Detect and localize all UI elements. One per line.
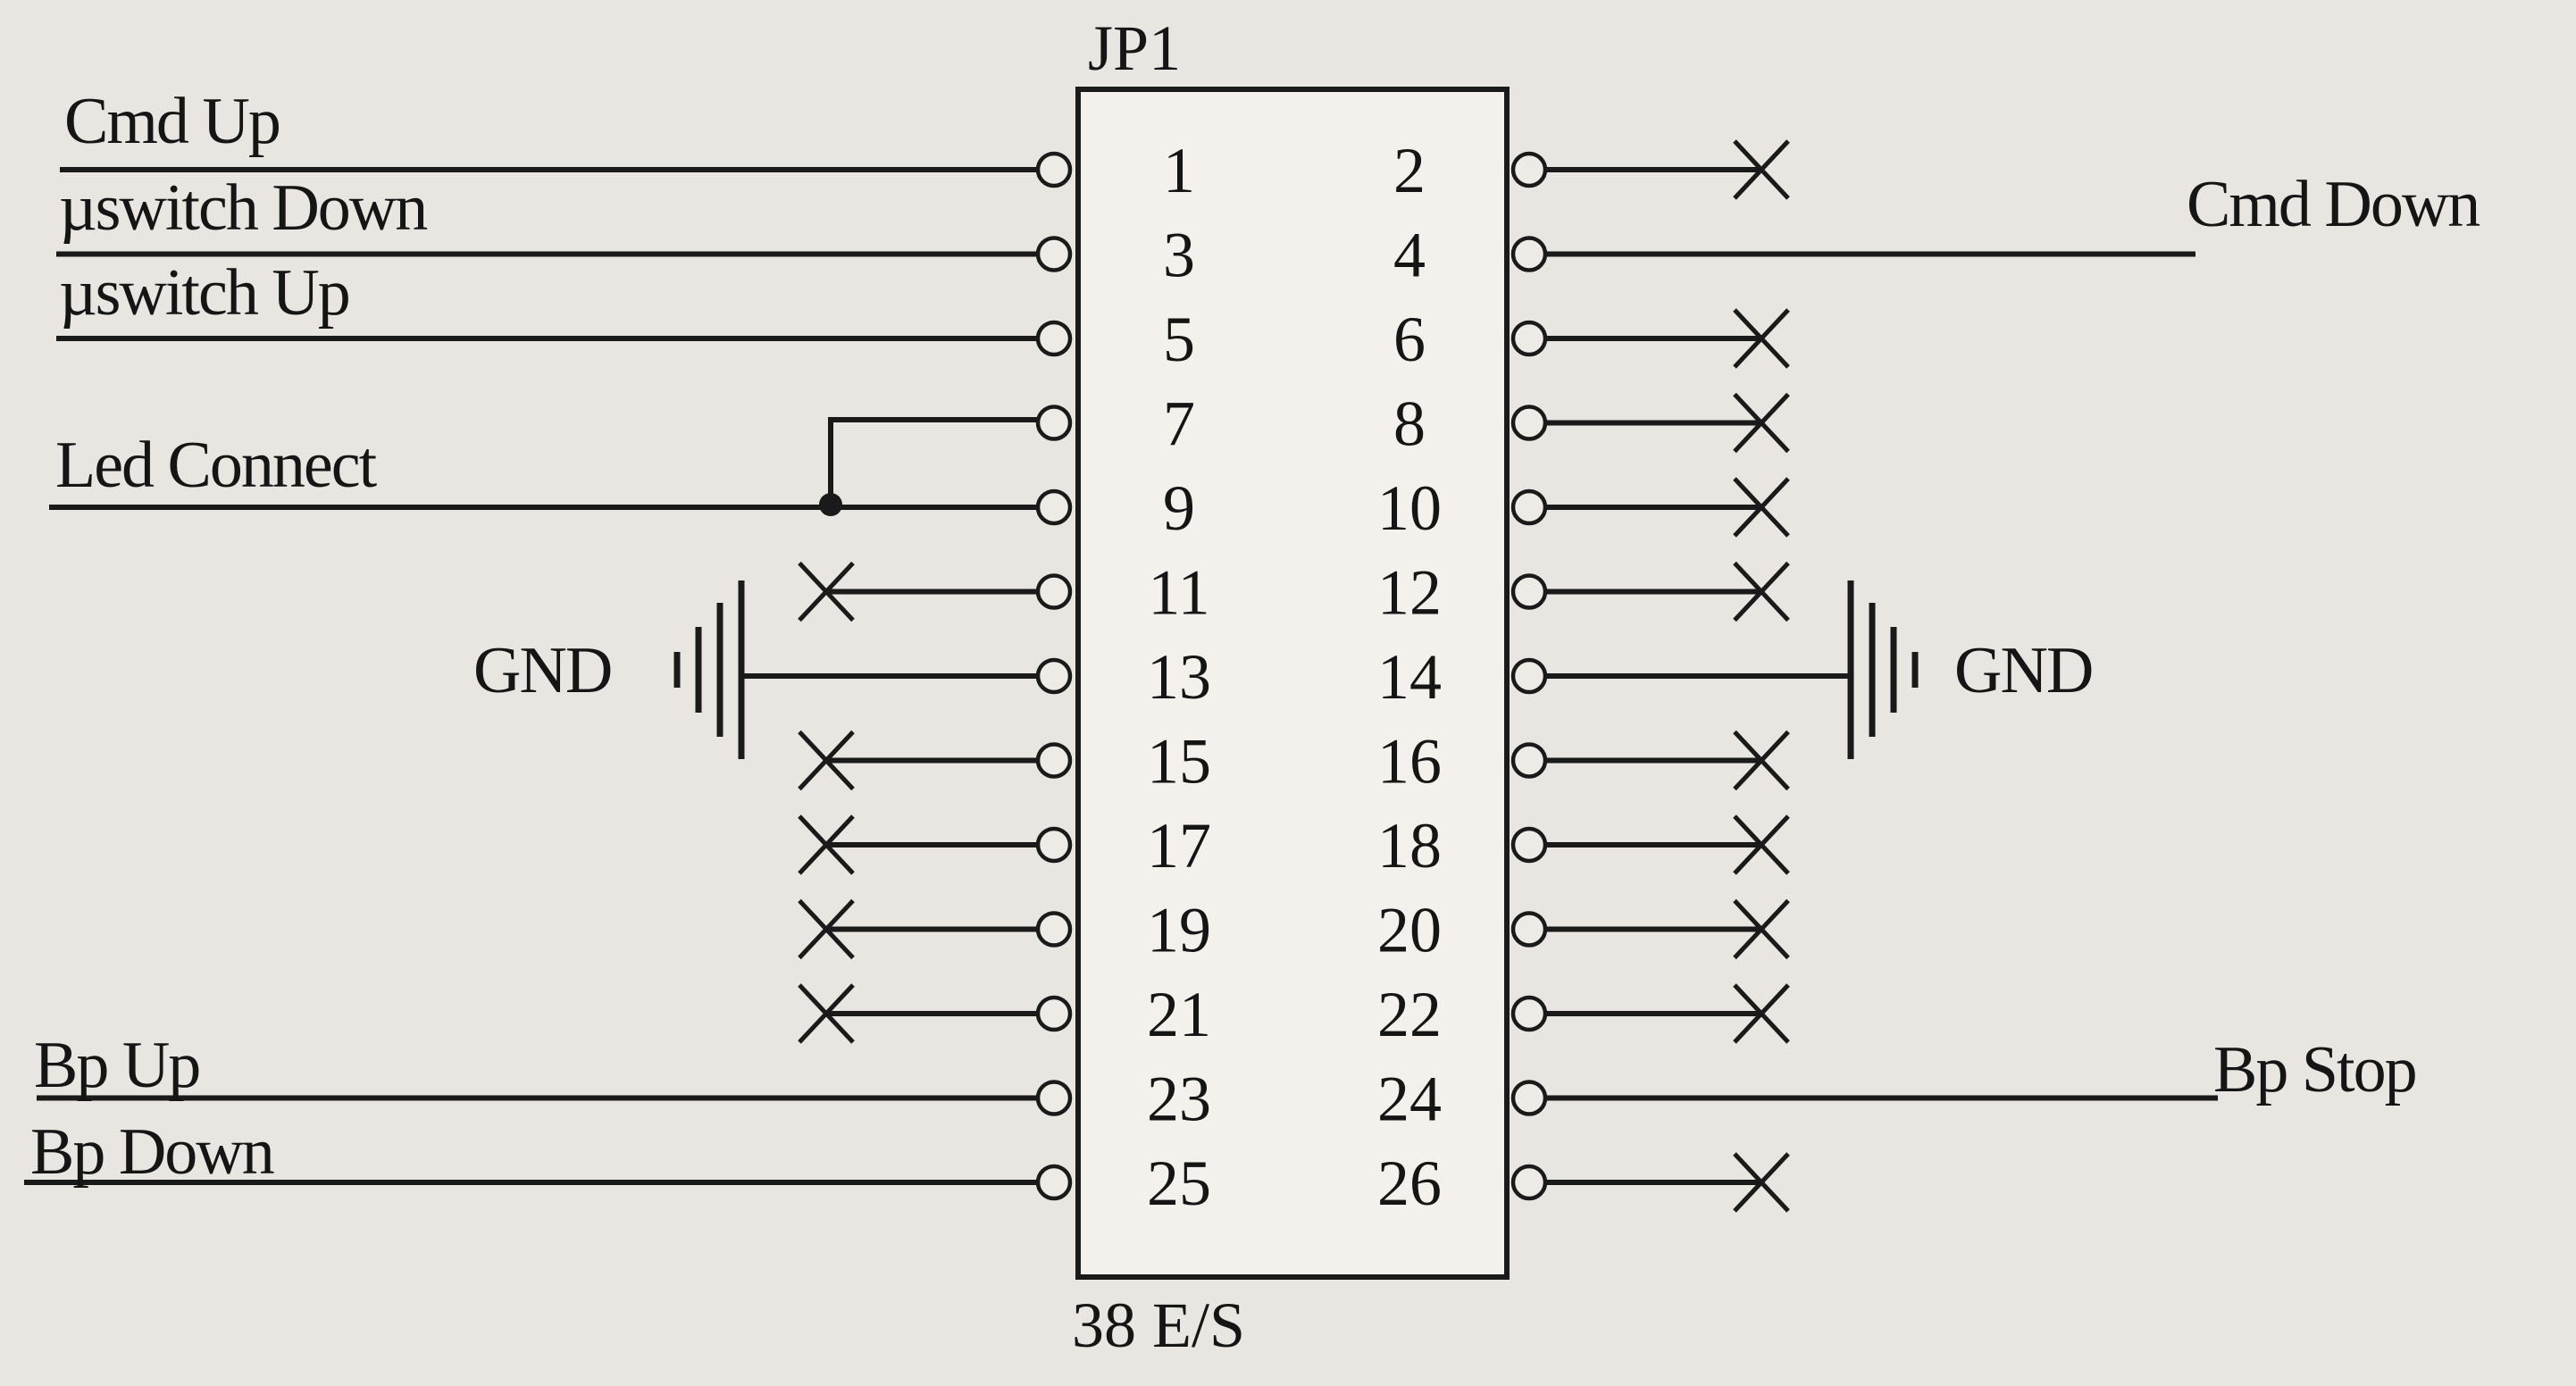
pin-number: 23 [1147,1064,1211,1135]
label-gnd-left: GND [473,634,611,707]
label-led-connect: Led Connect [55,429,378,502]
junction-dot [819,493,842,516]
no-connect-x-pin-26 [1733,1152,1790,1213]
label-gnd-right: GND [1954,634,2092,707]
pin-7 [1035,405,1073,441]
pin-6 [1510,320,1548,357]
pin-19 [1035,911,1073,948]
pin-16 [1510,742,1548,779]
pin-5 [1035,320,1073,357]
pin-number: 2 [1393,135,1426,206]
label-uswitch-up: µswitch Up [59,256,349,330]
pin-number: 17 [1147,810,1211,881]
no-connect-x-pin-15 [798,730,855,791]
pin-number: 26 [1377,1148,1442,1219]
no-connect-x-pin-21 [798,983,855,1044]
no-connect-x-pin-16 [1733,730,1790,791]
pin-number: 18 [1377,810,1442,881]
pin-2 [1510,151,1548,188]
no-connect-x-pin-11 [798,561,855,622]
no-connect-x-pin-6 [1733,308,1790,369]
pin-23 [1035,1080,1073,1116]
pin-number: 15 [1147,726,1211,797]
pin-number: 8 [1393,388,1426,460]
pin-number: 6 [1393,304,1426,375]
pin-number: 12 [1377,557,1442,629]
pin-number: 22 [1377,979,1442,1050]
pin-number: 1 [1163,135,1195,206]
no-connect-x-pin-20 [1733,898,1790,960]
pin-8 [1510,405,1548,441]
pin-26 [1510,1164,1548,1201]
pin-number: 14 [1377,641,1442,713]
no-connect-x-pin-17 [798,814,855,875]
connector-part-label: 38 E/S [1072,1290,1245,1361]
pin-number: 7 [1163,388,1195,460]
ground-symbol-right [1847,580,1919,759]
pin-number: 3 [1163,220,1195,291]
pin-number: 13 [1147,641,1211,713]
no-connect-x-pin-12 [1733,561,1790,622]
pin-number: 5 [1163,304,1195,375]
pin-17 [1035,826,1073,864]
label-cmd-up: Cmd Up [64,85,280,158]
pin-11 [1035,573,1073,610]
pin-number: 24 [1377,1064,1442,1135]
pin-1 [1035,151,1073,188]
no-connect-x-pin-2 [1733,139,1790,200]
pin-number: 25 [1147,1148,1211,1219]
pin-number: 16 [1377,726,1442,797]
label-cmd-down: Cmd Down [2187,168,2480,241]
pin-4 [1510,236,1548,272]
pin-number: 11 [1148,557,1209,629]
pin-number: 21 [1147,979,1211,1050]
pin-9 [1035,488,1073,526]
label-bp-stop: Bp Stop [2213,1033,2416,1106]
label-uswitch-down: µswitch Down [59,171,427,245]
ground-symbol-left [673,580,745,759]
no-connect-x-pin-18 [1733,814,1790,875]
label-bp-down: Bp Down [30,1115,274,1189]
pin-number: 19 [1147,895,1211,966]
no-connect-x-pin-8 [1733,392,1790,454]
pin-number: 9 [1163,472,1195,544]
pin-20 [1510,911,1548,948]
pin-10 [1510,488,1548,526]
pin-number: 4 [1393,220,1426,291]
pin-13 [1035,657,1073,695]
pin-number: 20 [1377,895,1442,966]
connector-body [1075,87,1510,1280]
pin-15 [1035,742,1073,779]
pin-number: 10 [1377,472,1442,544]
led-bridge-wire [828,417,1039,507]
pin-14 [1510,657,1548,695]
label-bp-up: Bp Up [34,1029,199,1102]
no-connect-x-pin-22 [1733,983,1790,1044]
pin-21 [1035,995,1073,1032]
no-connect-x-pin-10 [1733,477,1790,538]
no-connect-markers [798,139,1790,1213]
pin-12 [1510,573,1548,610]
connector-name: JP1 [1088,13,1181,84]
pin-18 [1510,826,1548,864]
no-connect-x-pin-19 [798,898,855,960]
pins: 1357911131517192123252468101214161820222… [1035,135,1548,1219]
pin-3 [1035,236,1073,272]
pin-22 [1510,995,1548,1032]
wires [24,167,2218,1185]
pin-24 [1510,1080,1548,1116]
pin-25 [1035,1164,1073,1201]
